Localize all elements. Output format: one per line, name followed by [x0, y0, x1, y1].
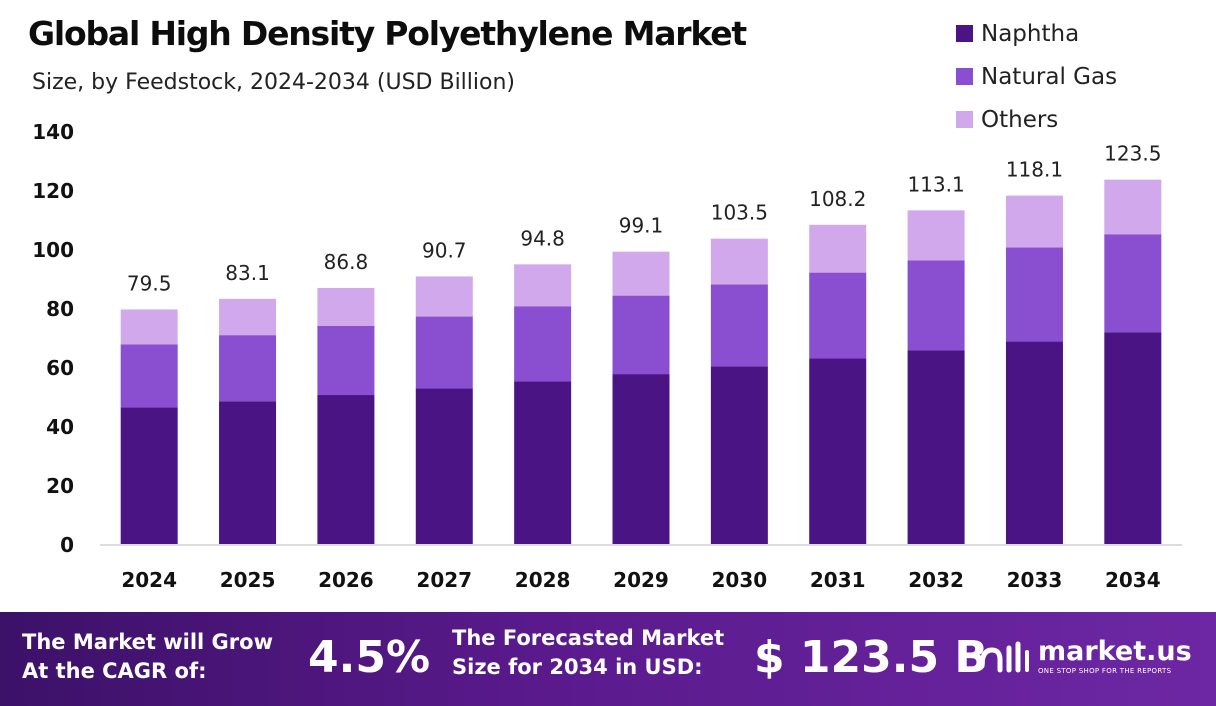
bar-segment-others — [514, 264, 572, 307]
legend-item-naphtha: Naphtha — [956, 12, 1117, 55]
bar-segment-others — [1005, 195, 1063, 248]
bar-segment-others — [219, 298, 277, 336]
bar-total-label: 94.8 — [520, 226, 565, 250]
market-us-logo-icon — [979, 641, 1029, 673]
bar-segment-naphtha — [120, 407, 178, 544]
cagr-value: 4.5% — [308, 632, 431, 683]
legend-label-natural-gas: Natural Gas — [981, 63, 1118, 90]
bar-segment-others — [415, 276, 473, 317]
bar-segment-naphtha — [514, 381, 572, 544]
bar-segment-others — [1104, 179, 1162, 235]
bar-total-label: 118.1 — [1006, 158, 1063, 182]
bar-segment-naphtha — [1104, 332, 1162, 544]
y-tick-label: 20 — [46, 474, 74, 498]
legend-swatch-natural-gas — [956, 68, 973, 85]
bar-segment-natural-gas — [415, 316, 473, 389]
bar-total-label: 90.7 — [422, 238, 467, 262]
legend-label-others: Others — [981, 106, 1059, 133]
forecast-value: $ 123.5 B — [754, 632, 988, 683]
bar-segment-naphtha — [317, 395, 375, 544]
bar-total-label: 83.1 — [225, 261, 270, 285]
bar-total-label: 86.8 — [324, 250, 369, 274]
y-tick-label: 80 — [46, 297, 74, 321]
bar-total-label: 123.5 — [1104, 142, 1161, 166]
bar-total-label: 99.1 — [619, 214, 664, 238]
bar-segment-natural-gas — [710, 284, 768, 367]
bar-segment-others — [120, 309, 178, 345]
forecast-label: The Forecasted Market Size for 2034 in U… — [452, 624, 724, 682]
legend-swatch-naphtha — [956, 25, 973, 42]
x-tick-label: 2034 — [1105, 568, 1161, 592]
x-tick-label: 2031 — [810, 568, 866, 592]
cagr-label: The Market will Grow At the CAGR of: — [22, 628, 273, 686]
bar-segment-naphtha — [710, 366, 768, 544]
cagr-label-line1: The Market will Grow — [22, 630, 273, 654]
x-tick-label: 2027 — [416, 568, 472, 592]
bar-segment-naphtha — [907, 350, 965, 544]
chart-legend: Naphtha Natural Gas Others — [956, 12, 1117, 141]
bar-segment-others — [317, 287, 375, 326]
bar-segment-naphtha — [415, 388, 473, 544]
forecast-label-line1: The Forecasted Market — [452, 626, 725, 650]
bar-total-label: 79.5 — [127, 271, 172, 295]
footer-banner: The Market will Grow At the CAGR of: 4.5… — [0, 612, 1216, 706]
y-tick-label: 0 — [60, 533, 74, 557]
chart-title: Global High Density Polyethylene Market — [28, 14, 747, 53]
x-tick-label: 2028 — [515, 568, 571, 592]
legend-item-natural-gas: Natural Gas — [956, 55, 1117, 98]
legend-swatch-others — [956, 111, 973, 128]
legend-label-naphtha: Naphtha — [981, 20, 1080, 47]
bar-segment-natural-gas — [514, 306, 572, 382]
x-tick-label: 2032 — [908, 568, 964, 592]
logo-tagline: ONE STOP SHOP FOR THE REPORTS — [1038, 667, 1172, 675]
bar-segment-natural-gas — [120, 344, 178, 408]
x-tick-label: 2024 — [121, 568, 177, 592]
bar-total-label: 103.5 — [711, 201, 768, 225]
bar-total-label: 108.2 — [809, 187, 866, 211]
bar-total-label: 113.1 — [907, 172, 964, 196]
chart-subtitle: Size, by Feedstock, 2024-2034 (USD Billi… — [32, 70, 516, 95]
forecast-label-line2: Size for 2034 in USD: — [452, 655, 703, 679]
bar-segment-naphtha — [219, 401, 277, 544]
market-us-logo[interactable]: market.us ONE STOP SHOP FOR THE REPORTS — [978, 636, 1192, 678]
x-tick-label: 2030 — [712, 568, 768, 592]
bar-segment-natural-gas — [1005, 247, 1063, 342]
bar-segment-natural-gas — [612, 295, 670, 375]
legend-item-others: Others — [956, 98, 1117, 141]
bar-segment-natural-gas — [809, 272, 867, 359]
stacked-bar-chart: 0 20 40 60 80 100 120 140 79.5 2024 83.1 2025 86.8 20… — [32, 120, 1182, 592]
bar-segment-others — [907, 210, 965, 261]
bar-segment-natural-gas — [1104, 234, 1162, 333]
bar-segment-natural-gas — [907, 260, 965, 351]
bar-segment-others — [809, 224, 867, 273]
x-tick-label: 2026 — [318, 568, 374, 592]
y-tick-label: 100 — [32, 238, 74, 262]
x-tick-label: 2025 — [220, 568, 276, 592]
logo-name: market.us — [1038, 636, 1192, 667]
y-tick-label: 40 — [46, 415, 74, 439]
bar-segment-naphtha — [612, 374, 670, 544]
bar-segment-others — [612, 251, 670, 296]
bar-segment-natural-gas — [219, 335, 277, 402]
x-tick-label: 2029 — [613, 568, 669, 592]
cagr-label-line2: At the CAGR of: — [22, 659, 207, 683]
x-tick-label: 2033 — [1007, 568, 1063, 592]
bar-segment-others — [710, 238, 768, 285]
bar-segment-naphtha — [1005, 341, 1063, 544]
y-tick-label: 60 — [46, 356, 74, 380]
bar-segment-natural-gas — [317, 325, 375, 396]
y-tick-label: 140 — [32, 120, 74, 144]
bar-segment-naphtha — [809, 358, 867, 544]
y-tick-label: 120 — [32, 179, 74, 203]
